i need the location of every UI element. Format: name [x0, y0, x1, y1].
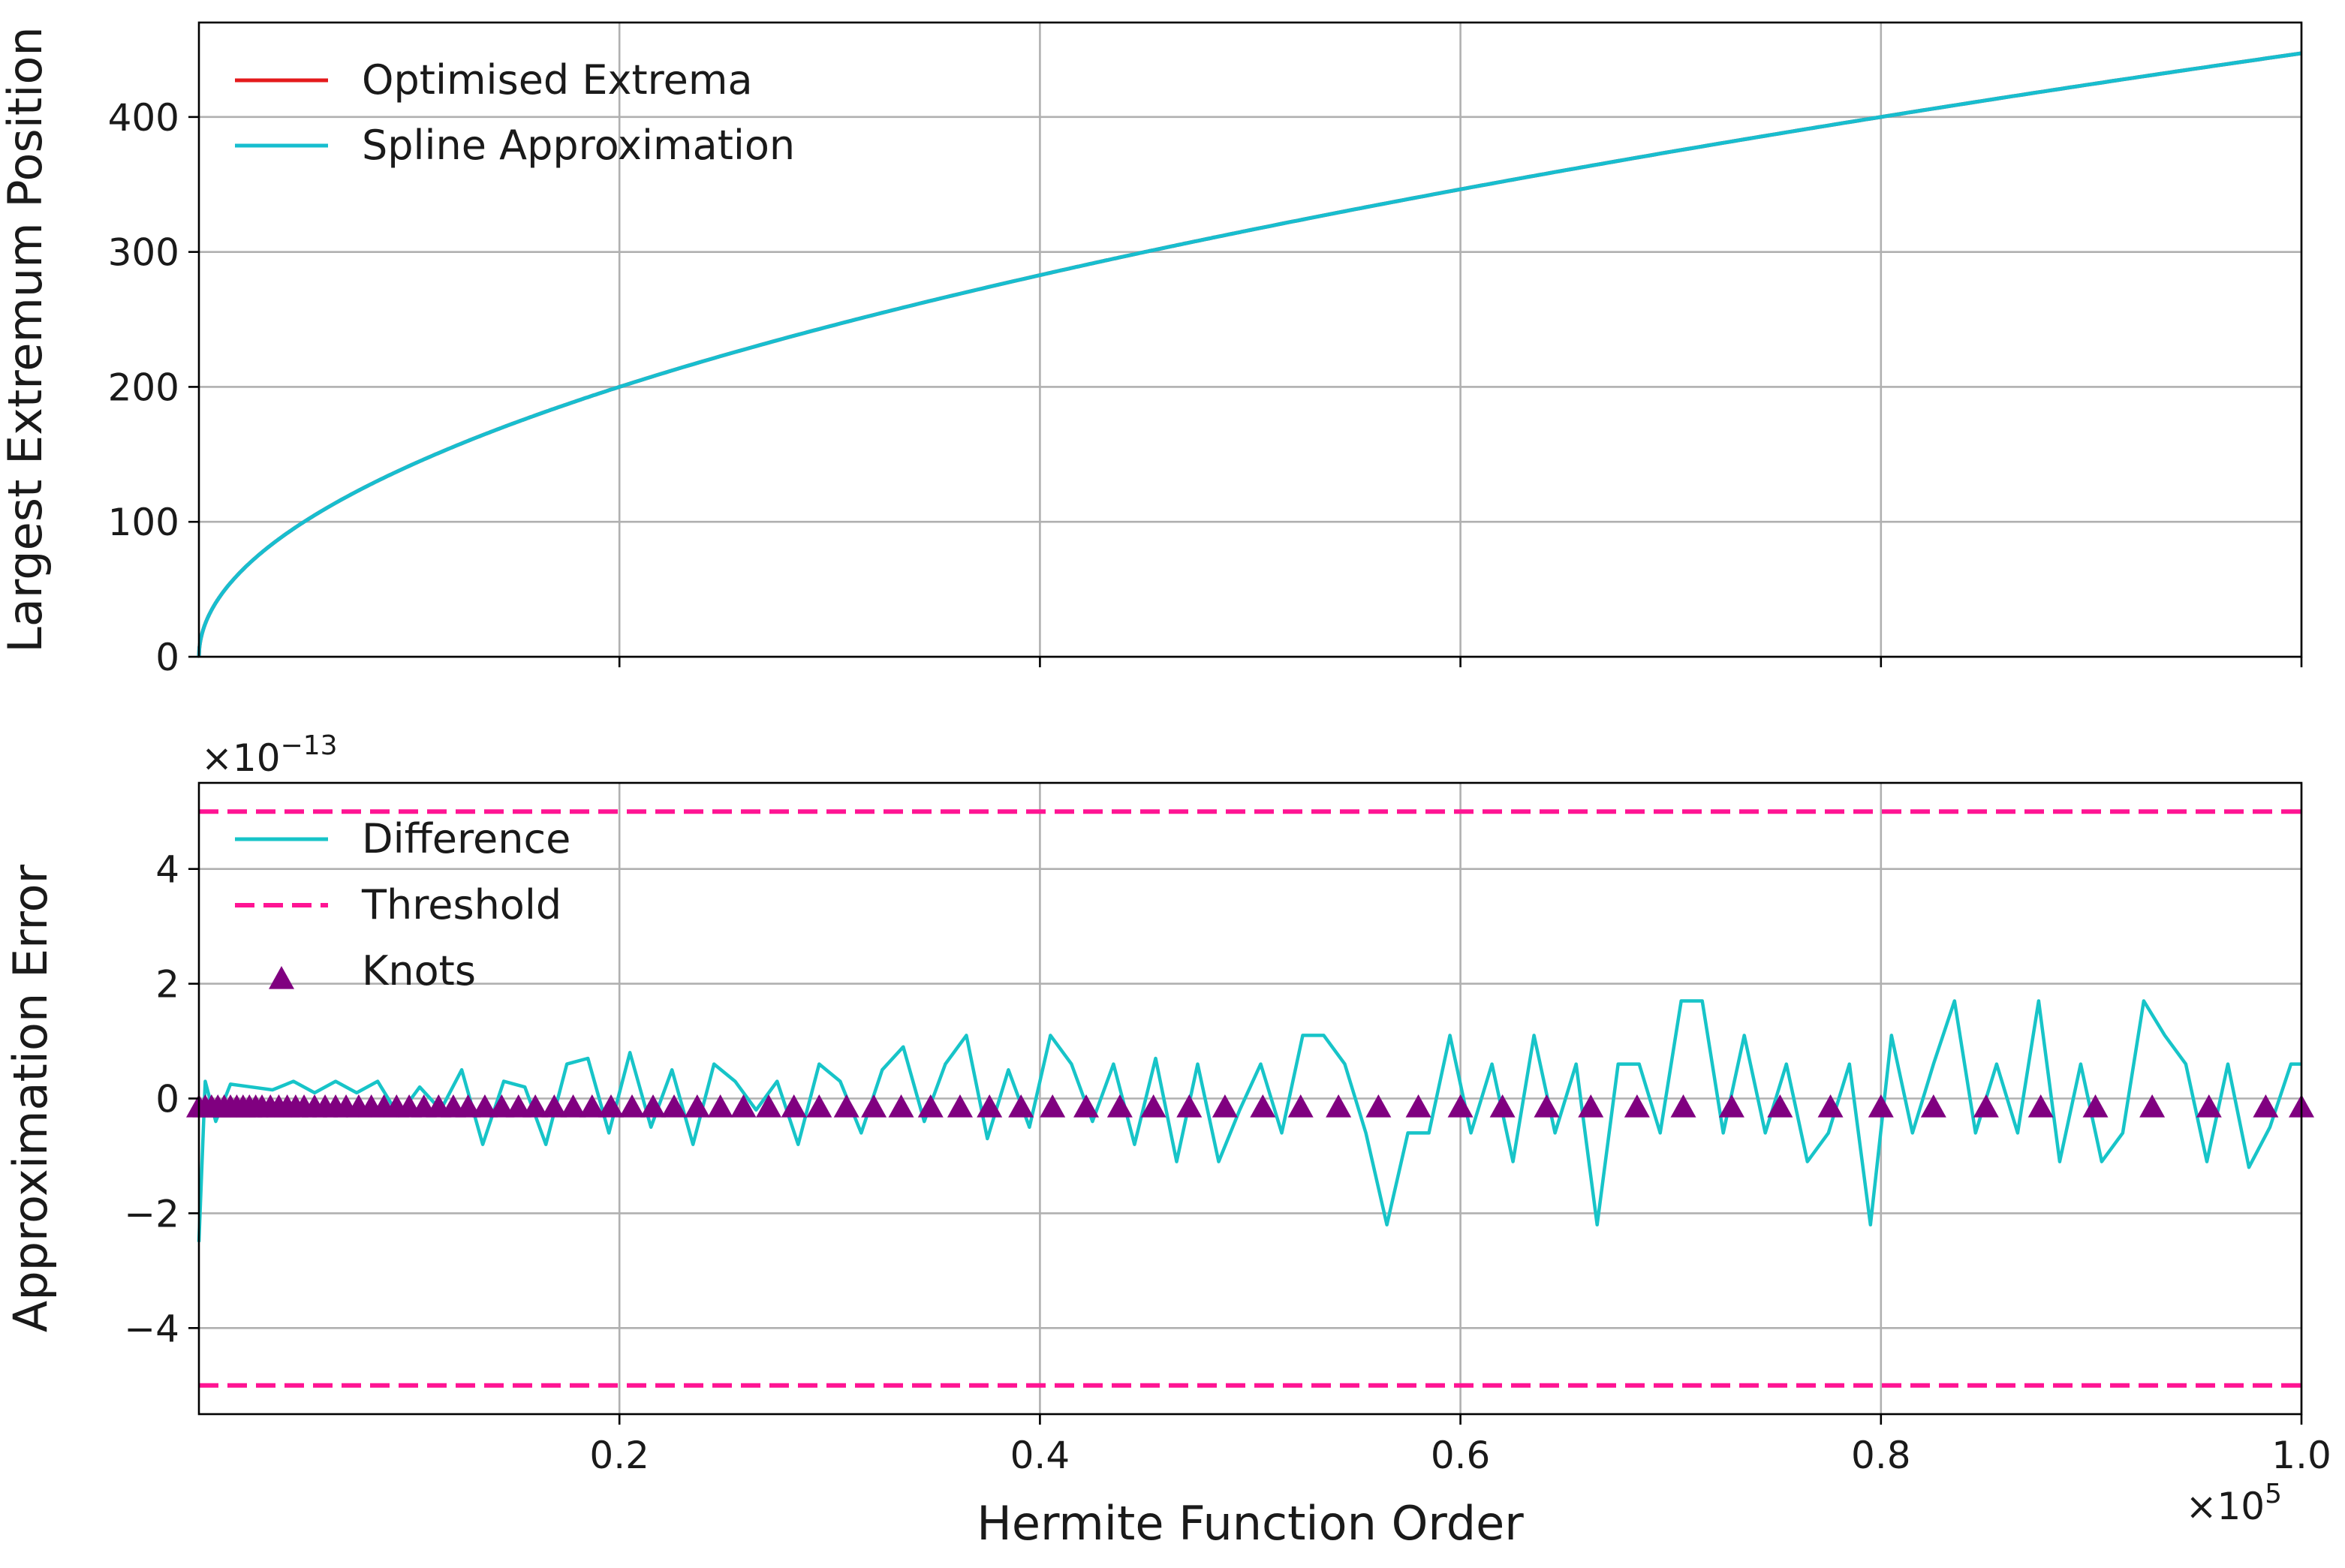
knot-marker: [505, 1094, 531, 1118]
bottom-y-tick-label: 0: [155, 1078, 179, 1121]
spline-approximation-line: [197, 51, 2302, 658]
knot-marker: [619, 1094, 646, 1118]
legend-label: Difference: [362, 815, 570, 862]
knot-marker: [455, 1094, 481, 1118]
bottom-x-tick-label: 0.2: [589, 1434, 649, 1477]
top-y-tick-label: 100: [108, 501, 179, 544]
knot-marker: [947, 1094, 973, 1118]
knot-marker: [707, 1094, 733, 1118]
bottom-legend: Difference Threshold Knots: [235, 815, 570, 995]
knot-marker: [1176, 1094, 1203, 1118]
knot-marker: [541, 1094, 567, 1118]
knot-marker: [1326, 1094, 1352, 1118]
knot-marker: [2196, 1094, 2222, 1118]
legend-label: Threshold: [361, 881, 561, 928]
knot-marker: [1920, 1094, 1946, 1118]
knot-marker: [977, 1094, 1003, 1118]
knot-marker: [1250, 1094, 1276, 1118]
knot-marker: [598, 1094, 624, 1118]
bottom-y-tick-label: 2: [155, 963, 179, 1007]
knot-marker: [756, 1094, 782, 1118]
knot-marker: [1973, 1094, 1999, 1118]
knot-marker: [661, 1094, 688, 1118]
knot-marker: [806, 1094, 832, 1118]
top-y-tick-label: 200: [108, 366, 179, 409]
bottom-x-tick-label: 0.8: [1851, 1434, 1911, 1477]
knot-marker: [2139, 1094, 2166, 1118]
knot-marker: [1106, 1094, 1133, 1118]
knot-marker: [1817, 1094, 1844, 1118]
bottom-ticks: 0.2 0.4 0.6 0.8 1.0 −4 −2 0 2 4: [124, 848, 2331, 1477]
knot-marker: [1073, 1094, 1100, 1118]
bottom-x-tick-label: 1.0: [2271, 1434, 2331, 1477]
top-y-tick-label: 400: [108, 96, 179, 140]
knot-marker: [522, 1094, 549, 1118]
knot-marker: [781, 1094, 807, 1118]
knot-marker: [1447, 1094, 1474, 1118]
bottom-x-tick-label: 0.6: [1431, 1434, 1491, 1477]
knot-marker: [579, 1094, 605, 1118]
legend-label: Knots: [362, 947, 476, 995]
knot-marker: [1670, 1094, 1696, 1118]
knot-marker: [684, 1094, 710, 1118]
knot-marker: [1365, 1094, 1392, 1118]
y-multiplier-base: ×10: [201, 736, 281, 780]
top-y-tick-label: 300: [108, 231, 179, 275]
bottom-y-tick-label: 4: [155, 848, 179, 892]
knot-marker: [1868, 1094, 1894, 1118]
legend-label: Optimised Extrema: [362, 56, 753, 104]
knot-marker: [2082, 1094, 2109, 1118]
knot-marker: [1624, 1094, 1650, 1118]
knot-marker: [861, 1094, 887, 1118]
bottom-series: [186, 809, 2314, 1388]
knot-marker: [1140, 1094, 1166, 1118]
top-legend: Optimised Extrema Spline Approximation: [235, 56, 795, 169]
knot-marker: [489, 1094, 515, 1118]
top-axes-frame: [197, 21, 2303, 658]
x-multiplier-base: ×10: [2186, 1485, 2265, 1528]
x-axis-label: Hermite Function Order: [977, 1496, 1524, 1551]
knot-marker: [1718, 1094, 1744, 1118]
bottom-x-tick-label: 0.4: [1010, 1434, 1070, 1477]
top-ticks: 0 100 200 300 400: [108, 96, 2303, 679]
legend-label: Spline Approximation: [362, 122, 795, 169]
top-y-axis-label: Largest Extremum Position: [0, 26, 53, 652]
bottom-axes: 0.2 0.4 0.6 0.8 1.0 −4 −2 0 2 4 Approximation Err…: [3, 730, 2331, 1551]
bottom-y-tick-label: −2: [124, 1192, 179, 1235]
knot-marker: [2027, 1094, 2054, 1118]
knot-marker: [1578, 1094, 1604, 1118]
knot-marker: [833, 1094, 859, 1118]
knot-marker: [1212, 1094, 1238, 1118]
knot-marker: [2253, 1094, 2279, 1118]
knot-marker: [888, 1094, 914, 1118]
x-multiplier-exponent: 5: [2265, 1479, 2282, 1509]
bottom-y-tick-label: −4: [124, 1307, 179, 1350]
knot-marker: [560, 1094, 586, 1118]
knot-marker: [1405, 1094, 1431, 1118]
knot-marker: [1008, 1094, 1034, 1118]
bottom-y-axis-label: Approximation Error: [3, 864, 58, 1332]
y-axis-multiplier: ×10−13: [201, 730, 338, 780]
legend-knot-marker: [269, 966, 294, 989]
top-grid: [199, 23, 2303, 658]
knot-marker: [1534, 1094, 1560, 1118]
knot-marker: [640, 1094, 667, 1118]
knot-marker: [1767, 1094, 1793, 1118]
knot-marker: [1040, 1094, 1066, 1118]
knot-marker: [730, 1094, 757, 1118]
knot-marker: [1287, 1094, 1314, 1118]
difference-line: [197, 999, 2301, 1242]
y-multiplier-exponent: −13: [281, 730, 338, 761]
knot-marker: [1489, 1094, 1516, 1118]
top-series: [197, 51, 2302, 658]
knot-marker: [917, 1094, 944, 1118]
knot-marker: [471, 1094, 498, 1118]
x-axis-multiplier: ×105: [2186, 1479, 2282, 1528]
top-y-tick-label: 0: [155, 636, 179, 679]
